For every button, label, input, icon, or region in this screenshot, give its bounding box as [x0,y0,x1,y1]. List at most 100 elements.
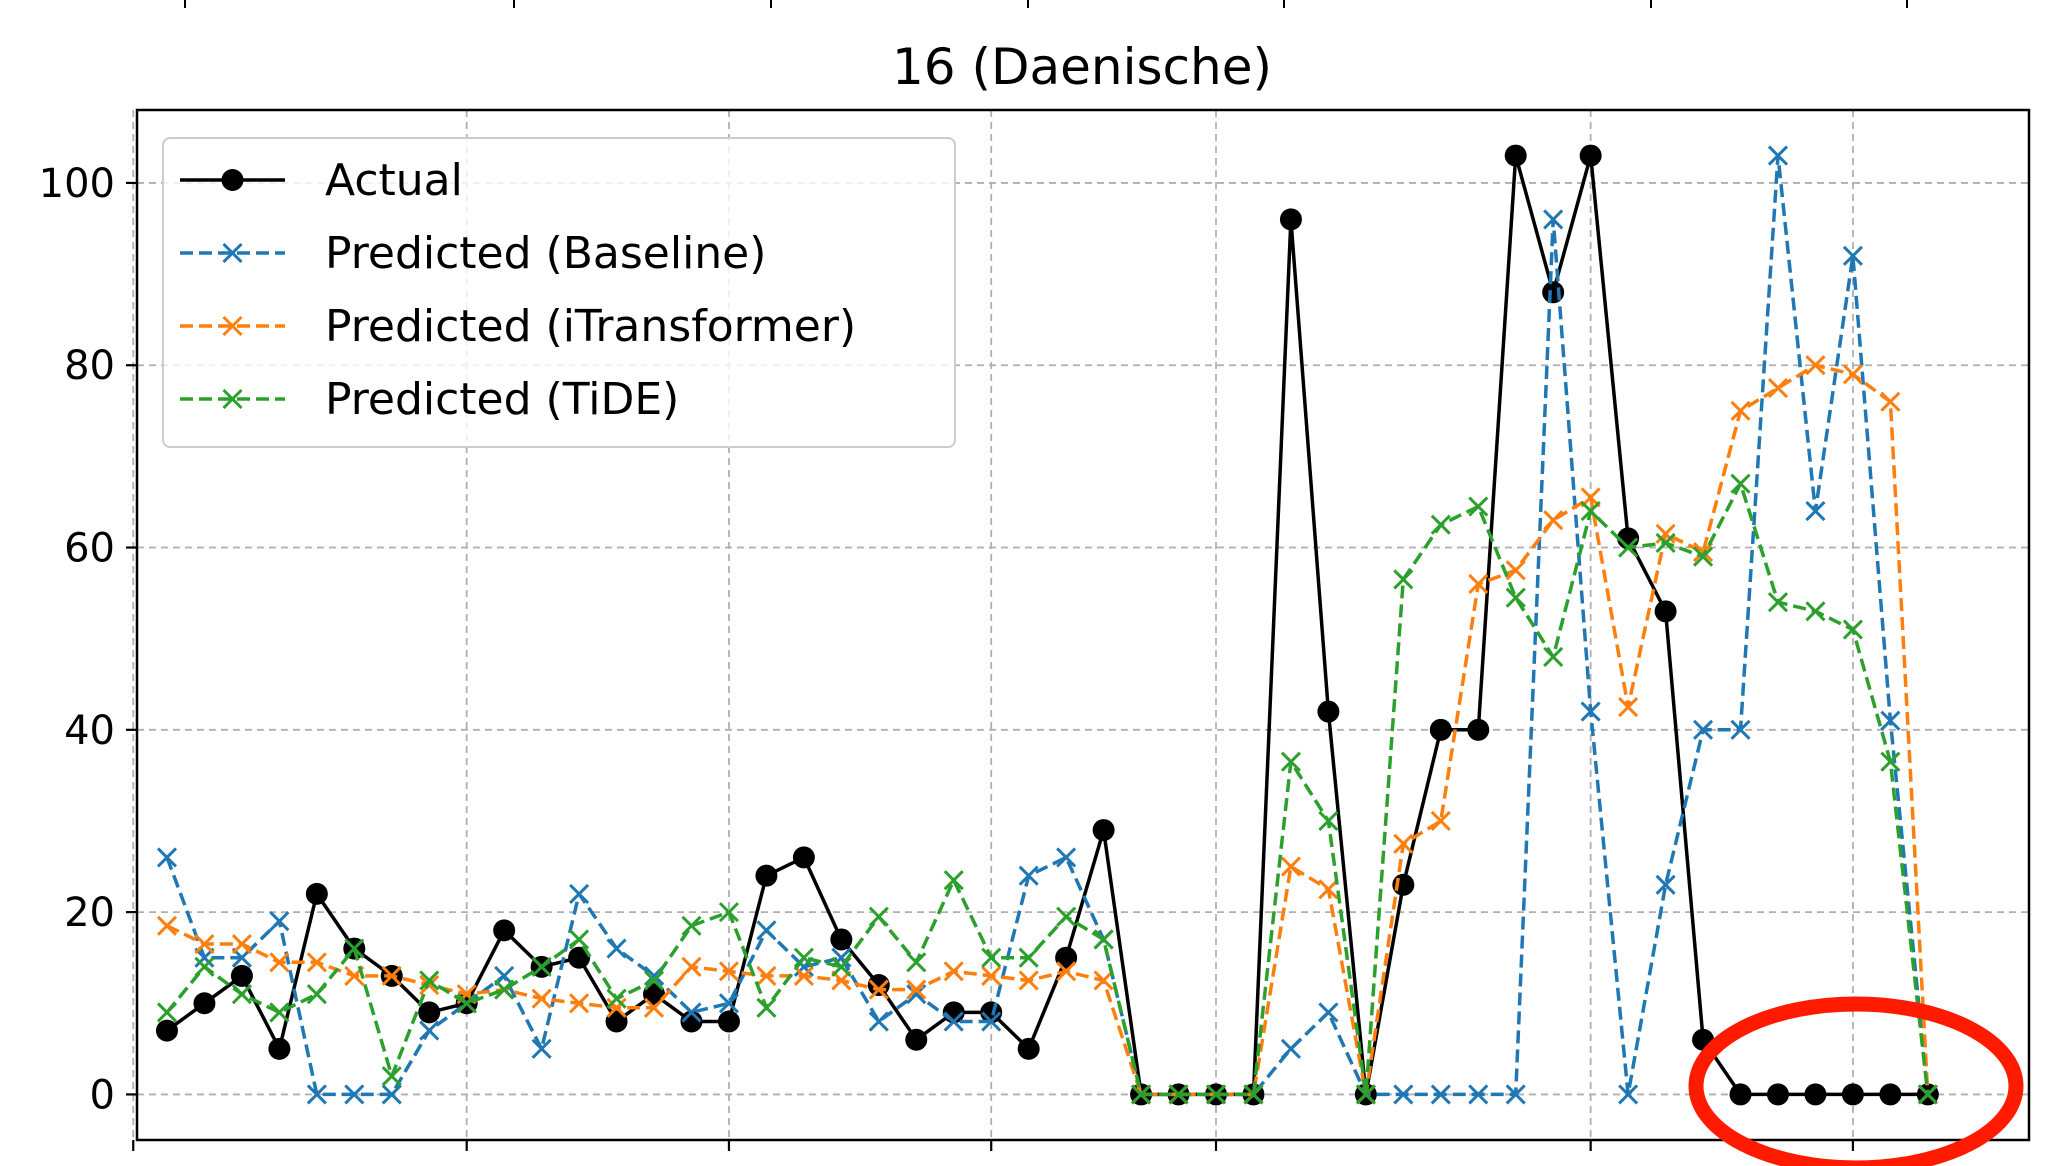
data-point [306,984,327,1005]
data-point [231,933,252,955]
legend-swatch-marker [221,169,244,191]
data-point [1580,501,1601,522]
data-point [1805,355,1826,376]
data-point [1618,537,1639,558]
data-point [1393,833,1414,854]
data-point [1804,1083,1827,1106]
data-point [1092,819,1115,842]
data-point [830,928,853,951]
data-point [831,956,852,977]
data-point [943,961,964,982]
series-predicted-tide [156,473,1938,1105]
data-point [1767,377,1789,399]
data-point [1468,1084,1489,1105]
legend-item: Predicted (iTransformer) [180,301,856,352]
data-point [1093,970,1114,991]
data-point [1017,1037,1040,1060]
data-point [681,1002,702,1023]
data-point [1468,573,1489,595]
data-point [1767,145,1789,166]
x-axis [132,1140,1855,1151]
data-point [1131,1084,1152,1105]
data-point [1280,1038,1301,1059]
data-point [230,964,253,987]
y-tick-label: 80 [64,343,115,389]
legend-swatch-marker [222,388,243,410]
data-point [643,970,665,991]
data-point [906,979,927,1000]
data-point [381,965,402,986]
data-point [905,1028,928,1051]
data-point [1056,906,1077,927]
data-point [1393,1084,1414,1105]
data-point [1618,1084,1639,1105]
data-point [1467,718,1490,741]
data-point [1655,532,1676,554]
data-point [1842,245,1863,266]
data-point [756,965,777,986]
legend-swatch-marker [222,242,243,264]
data-point [1692,546,1714,567]
data-point [1880,751,1901,772]
data-point [868,906,889,927]
data-point [1468,496,1489,517]
data-point [493,919,516,942]
legend-items: Actual Predicted (Baseline) Predicted (iTr… [180,155,856,425]
data-point [1618,696,1639,718]
data-point [531,1038,552,1059]
data-point [606,997,627,1018]
data-point [531,988,552,1009]
data-point [1505,1084,1526,1105]
data-point [981,965,1002,986]
y-axis: 0 20 40 60 80 100 [39,161,137,1118]
data-point [1692,542,1714,563]
data-point [718,961,740,982]
data-point [268,1037,291,1060]
plot-area [155,144,1939,1106]
data-point [1505,560,1526,581]
data-point [1318,879,1339,900]
data-point [1730,719,1751,740]
data-point [569,993,590,1014]
data-point [1055,946,1078,969]
data-point [643,983,666,1006]
data-point [1430,514,1451,535]
legend-label: Predicted (TiDE) [325,374,679,425]
data-point [1842,364,1863,385]
annotation-ellipse [1688,996,2024,1166]
data-point [269,1002,290,1023]
data-point [906,952,927,973]
data-point [456,993,477,1014]
data-point [1841,1083,1864,1106]
data-point [756,920,777,941]
data-point [231,984,252,1005]
data-point [156,915,178,936]
data-point [792,846,815,869]
data-point [344,938,365,959]
data-point [1879,1083,1902,1106]
data-point [156,847,178,868]
chart-title: 16 (Daenische) [892,38,1272,96]
data-point [1766,1083,1789,1106]
data-point [1318,810,1339,832]
y-tick-label: 40 [64,708,115,754]
data-point [1880,391,1901,412]
data-point [1018,947,1039,968]
data-point [606,988,627,1009]
data-point [943,1011,964,1032]
data-point [305,882,328,905]
data-point [1168,1084,1189,1105]
data-point [1280,856,1301,877]
data-point [494,979,515,1000]
data-point [1805,601,1826,622]
data-point [943,870,964,891]
data-point [1318,1002,1339,1023]
data-point [793,947,814,968]
data-point [718,902,740,923]
data-point [681,956,702,977]
data-point [193,992,216,1015]
data-point [1917,1084,1938,1105]
data-point [868,979,889,1000]
data-point [756,997,777,1018]
legend-label: Actual [325,155,463,206]
